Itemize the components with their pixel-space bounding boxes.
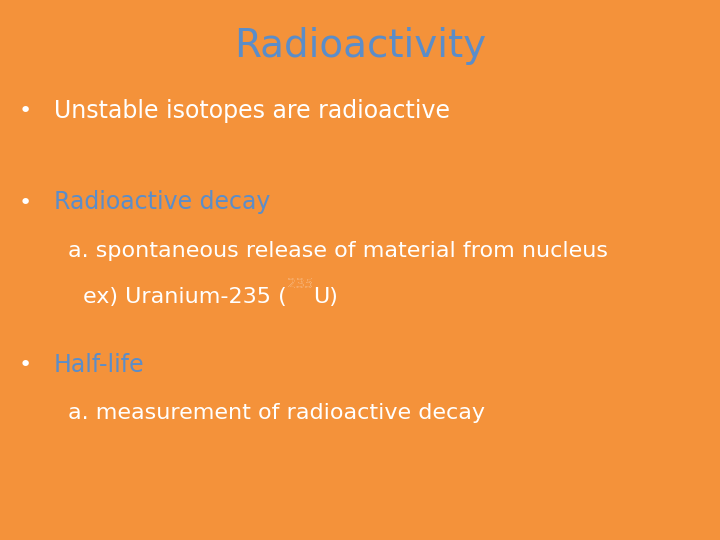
- Text: Radioactive decay: Radioactive decay: [54, 191, 271, 214]
- Text: Half-life: Half-life: [54, 353, 145, 376]
- Text: U): U): [312, 287, 338, 307]
- Text: •: •: [19, 192, 32, 213]
- Text: 235: 235: [287, 276, 312, 291]
- Text: ex) Uranium-235 (: ex) Uranium-235 (: [83, 287, 287, 307]
- Text: a. spontaneous release of material from nucleus: a. spontaneous release of material from …: [68, 241, 608, 261]
- Text: Radioactivity: Radioactivity: [234, 27, 486, 65]
- Text: •: •: [19, 354, 32, 375]
- Text: 235: 235: [287, 276, 312, 291]
- Text: a. measurement of radioactive decay: a. measurement of radioactive decay: [68, 403, 485, 423]
- Text: •: •: [19, 100, 32, 121]
- Text: Unstable isotopes are radioactive: Unstable isotopes are radioactive: [54, 99, 450, 123]
